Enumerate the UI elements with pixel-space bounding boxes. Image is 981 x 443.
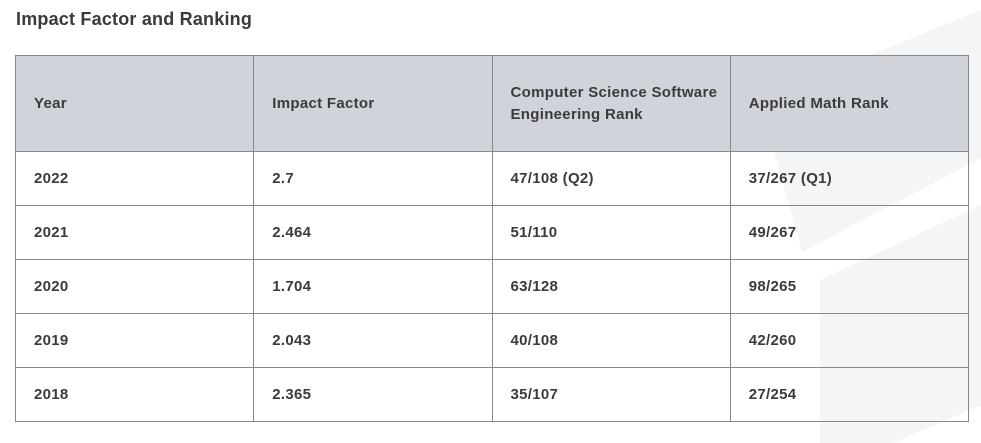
impact-factor-ranking-table: Year Impact Factor Computer Science Soft… — [14, 55, 970, 422]
column-header-year: Year — [14, 55, 255, 152]
cell-applied-math-rank: 49/267 — [729, 205, 970, 260]
table-row: 2022 2.7 47/108 (Q2) 37/267 (Q1) — [14, 151, 970, 206]
cell-cs-se-rank: 47/108 (Q2) — [491, 151, 731, 206]
column-header-cs-software-engineering-rank: Computer Science Software Engineering Ra… — [491, 55, 731, 152]
cell-year: 2018 — [14, 367, 255, 422]
cell-impact-factor: 2.043 — [253, 313, 493, 368]
cell-year: 2020 — [14, 259, 255, 314]
cell-impact-factor: 2.7 — [253, 151, 493, 206]
table-header-row: Year Impact Factor Computer Science Soft… — [14, 55, 970, 152]
cell-applied-math-rank: 98/265 — [729, 259, 970, 314]
cell-applied-math-rank: 42/260 — [729, 313, 970, 368]
cell-year: 2019 — [14, 313, 255, 368]
cell-impact-factor: 2.365 — [253, 367, 493, 422]
cell-applied-math-rank: 37/267 (Q1) — [729, 151, 970, 206]
cell-applied-math-rank: 27/254 — [729, 367, 970, 422]
table-row: 2020 1.704 63/128 98/265 — [14, 259, 970, 314]
cell-cs-se-rank: 63/128 — [491, 259, 731, 314]
cell-impact-factor: 2.464 — [253, 205, 493, 260]
column-header-applied-math-rank: Applied Math Rank — [729, 55, 970, 152]
cell-impact-factor: 1.704 — [253, 259, 493, 314]
page-title: Impact Factor and Ranking — [16, 9, 253, 29]
table-row: 2021 2.464 51/110 49/267 — [14, 205, 970, 260]
cell-year: 2021 — [14, 205, 255, 260]
cell-cs-se-rank: 51/110 — [491, 205, 731, 260]
cell-year: 2022 — [14, 151, 255, 206]
table-row: 2018 2.365 35/107 27/254 — [14, 367, 970, 422]
cell-cs-se-rank: 40/108 — [491, 313, 731, 368]
cell-cs-se-rank: 35/107 — [491, 367, 731, 422]
table-row: 2019 2.043 40/108 42/260 — [14, 313, 970, 368]
column-header-impact-factor: Impact Factor — [253, 55, 493, 152]
